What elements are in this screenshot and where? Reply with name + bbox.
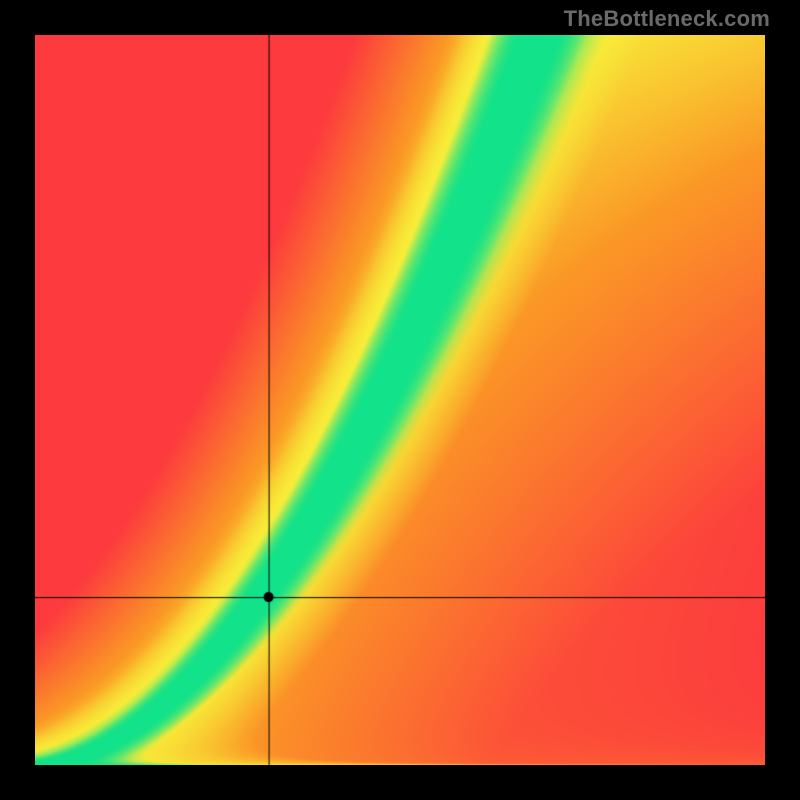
heatmap-canvas: [35, 35, 765, 765]
watermark-text: TheBottleneck.com: [564, 6, 770, 32]
bottleneck-heatmap: [35, 35, 765, 765]
